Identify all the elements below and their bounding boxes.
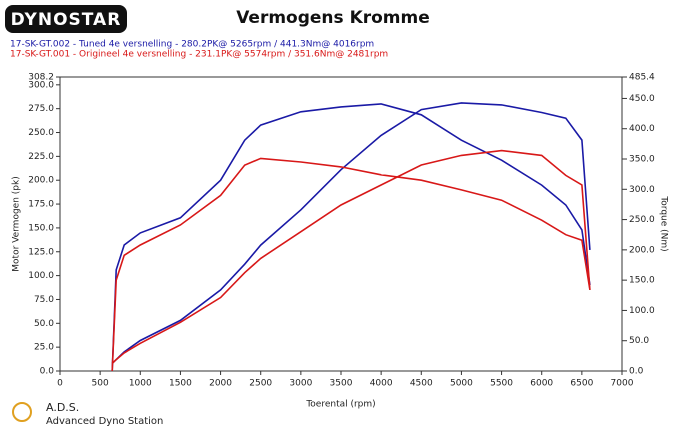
y-tick-label: 100.0 [28, 271, 54, 281]
legend-entry: 17-SK-GT.002 - Tuned 4e versnelling - 28… [10, 40, 374, 50]
y2-axis-label: Torque (Nm) [659, 195, 669, 251]
x-tick-label: 4000 [370, 379, 393, 389]
x-tick-label: 6500 [570, 379, 593, 389]
logo-box [5, 5, 127, 33]
series-line [111, 157, 591, 372]
legend-entry: 17-SK-GT.001 - Origineel 4e versnelling … [10, 50, 388, 60]
y-tick-label: 75.0 [34, 295, 54, 305]
footer-subtitle: Advanced Dyno Station [46, 416, 163, 427]
x-tick-label: 7000 [611, 379, 634, 389]
x-tick-label: 2000 [209, 379, 232, 389]
plot-frame [59, 76, 623, 372]
x-axis-label: Toerental (rpm) [305, 400, 375, 410]
y2-tick-label: 150.0 [629, 276, 655, 286]
y-tick-label: 0.0 [40, 367, 55, 377]
x-tick-label: 3500 [330, 379, 353, 389]
chart-title: Vermogens Kromme [236, 8, 430, 28]
x-tick-label: 3000 [289, 379, 312, 389]
x-tick-label: 5000 [450, 379, 473, 389]
series-line [111, 102, 591, 364]
x-tick-label: 1500 [169, 379, 192, 389]
y2-tick-label: 50.0 [629, 336, 649, 346]
y2-tick-label: 450.0 [629, 94, 655, 104]
y-tick-label: 150.0 [28, 223, 54, 233]
x-tick-label: 500 [92, 379, 109, 389]
y-tick-label: 175.0 [28, 200, 54, 210]
x-tick-label: 6000 [530, 379, 553, 389]
y2-tick-label: 485.4 [629, 73, 655, 83]
logo: DYNOSTAR [11, 10, 122, 30]
x-tick-label: 4500 [410, 379, 433, 389]
x-tick-label: 5500 [490, 379, 513, 389]
y2-tick-label: 200.0 [629, 245, 655, 255]
y-tick-label: 300.0 [28, 80, 54, 90]
series-line [111, 103, 591, 372]
y-tick-label: 225.0 [28, 152, 54, 162]
y-tick-label: 25.0 [34, 343, 54, 353]
y2-tick-label: 100.0 [629, 306, 655, 316]
y-axis-label: Motor Vermogen (pk) [12, 176, 22, 271]
y-tick-label: 125.0 [28, 247, 54, 257]
y-tick-label: 200.0 [28, 176, 54, 186]
footer-icon [12, 402, 32, 422]
y-tick-label: 275.0 [28, 104, 54, 114]
y2-tick-label: 350.0 [629, 155, 655, 165]
y2-tick-label: 0.0 [629, 367, 644, 377]
x-tick-label: 2500 [249, 379, 272, 389]
y2-tick-label: 300.0 [629, 185, 655, 195]
y2-tick-label: 250.0 [629, 215, 655, 225]
y2-tick-label: 400.0 [629, 124, 655, 134]
y-tick-label: 50.0 [34, 319, 54, 329]
y-tick-label: 250.0 [28, 128, 54, 138]
series-line [111, 149, 591, 364]
y-tick-label: 308.2 [28, 73, 54, 83]
footer-title: A.D.S. [46, 401, 79, 414]
x-tick-label: 1000 [129, 379, 152, 389]
x-tick-label: 0 [57, 379, 63, 389]
